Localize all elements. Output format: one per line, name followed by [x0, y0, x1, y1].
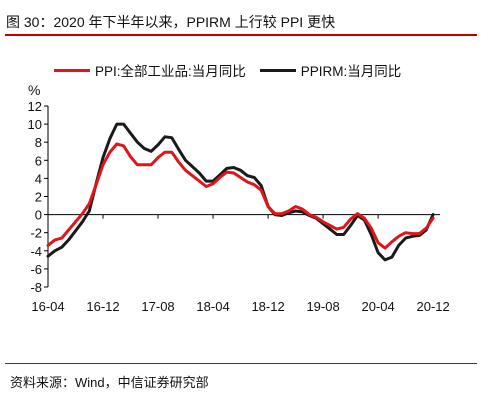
x-tick-label: 20-04: [361, 299, 394, 314]
title-rule: [5, 34, 477, 36]
legend-item-ppi: PPI:全部工业品:当月同比: [54, 60, 246, 80]
x-tick-label: 19-08: [306, 299, 339, 314]
legend-swatch-ppi: [54, 68, 90, 72]
x-tick-label: 16-12: [86, 299, 119, 314]
legend-item-ppirm: PPIRM:当月同比: [259, 60, 402, 80]
y-axis-label: %: [28, 82, 40, 98]
y-tick-label: 8: [35, 135, 42, 150]
legend-label-ppi: PPI:全部工业品:当月同比: [95, 64, 246, 79]
y-tick-label: 6: [35, 153, 42, 168]
x-tick-label: 18-04: [196, 299, 229, 314]
series-line-ppi: [46, 142, 435, 250]
legend-swatch-ppirm: [259, 68, 296, 72]
x-tick-label: 16-04: [31, 299, 64, 314]
source-rule: [5, 363, 477, 364]
y-tick-label: 12: [28, 99, 42, 114]
x-tick-label: 17-08: [141, 299, 174, 314]
x-tick-label: 18-12: [251, 299, 284, 314]
figure-title: 图 30：2020 年下半年以来，PPIRM 上行较 PPI 更快: [6, 14, 336, 30]
y-tick-label: 2: [35, 190, 42, 205]
y-tick-label: -8: [30, 280, 42, 295]
source-note: 资料来源：Wind，中信证券研究部: [10, 375, 209, 390]
x-tick-label: 20-12: [416, 299, 449, 314]
y-tick-label: 0: [35, 208, 42, 223]
y-tick-label: -2: [30, 226, 42, 241]
legend-label-ppirm: PPIRM:当月同比: [300, 64, 402, 79]
chart-legend: PPI:全部工业品:当月同比 PPIRM:当月同比: [54, 60, 415, 80]
y-tick-label: 10: [28, 117, 42, 132]
y-tick-label: -4: [30, 244, 42, 259]
series-line-ppirm: [46, 122, 435, 262]
y-tick-label: 4: [35, 171, 42, 186]
y-tick-label: -6: [30, 262, 42, 277]
